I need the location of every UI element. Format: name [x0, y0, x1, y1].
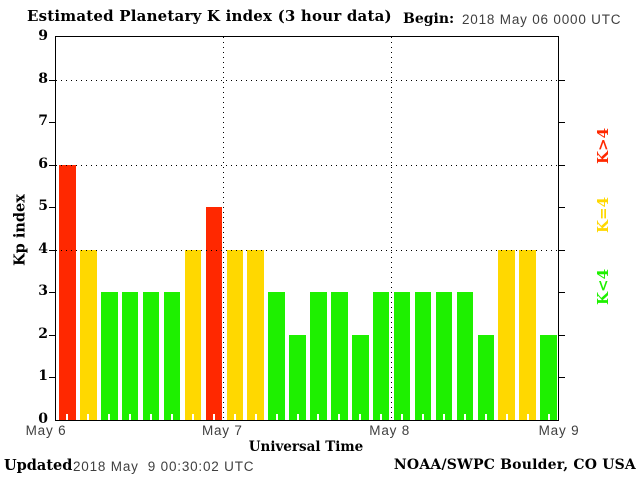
kp-bar: [498, 249, 515, 420]
y-tick-label: 1: [38, 368, 48, 385]
hour-tick-notch: [422, 414, 425, 420]
y-tick-right: [559, 122, 565, 124]
hour-tick-notch: [66, 414, 69, 420]
kp-bar: [80, 249, 97, 420]
hour-tick-notch: [359, 414, 362, 420]
kp-bar: [456, 292, 474, 420]
y-tick-label: 7: [38, 113, 48, 130]
kp-bar: [393, 292, 411, 420]
y-tick-left: [49, 377, 55, 379]
hour-tick-notch: [317, 414, 320, 420]
gridline-y-6: [56, 164, 558, 166]
kp-bar: [331, 292, 348, 420]
kp-bar: [101, 292, 118, 420]
hour-tick-notch: [150, 414, 153, 420]
x-tick-label: May 7: [201, 423, 243, 438]
y-tick-left: [49, 79, 55, 81]
y-tick-right: [559, 334, 565, 336]
x-tick-label: May 6: [25, 423, 67, 438]
kp-bar: [477, 334, 495, 420]
kp-bar: [289, 334, 306, 420]
legend-item-high: K>4: [594, 127, 612, 165]
gridline-day-1: [223, 37, 225, 420]
kp-bar: [142, 292, 160, 420]
hour-tick-notch: [380, 414, 383, 420]
hour-tick-notch: [191, 414, 194, 420]
kp-bar: [268, 292, 285, 420]
kp-bar: [310, 292, 327, 420]
kp-bar: [205, 207, 223, 420]
kp-bar: [414, 292, 432, 420]
y-tick-left: [49, 164, 55, 166]
hour-tick-notch: [484, 414, 487, 420]
y-tick-left: [49, 249, 55, 251]
x-tick-label: May 8: [369, 423, 411, 438]
y-tick-label: 3: [38, 283, 48, 300]
hour-tick-notch: [505, 414, 508, 420]
y-tick-right: [559, 249, 565, 251]
chart-title: Estimated Planetary K index (3 hour data…: [27, 7, 392, 25]
kp-bar: [163, 292, 181, 420]
hour-tick-notch: [463, 414, 466, 420]
kp-bar: [352, 334, 369, 420]
y-tick-label: 0: [38, 411, 48, 427]
y-tick-label: 6: [38, 155, 48, 172]
hour-tick-notch: [401, 414, 404, 420]
hour-tick-notch: [338, 414, 341, 420]
y-tick-right: [559, 164, 565, 166]
y-tick-right: [559, 292, 565, 294]
gridline-day-2: [390, 37, 392, 420]
begin-value: 2018 May 06 0000 UTC: [462, 12, 622, 27]
hour-tick-notch: [526, 414, 529, 420]
y-tick-right: [559, 207, 565, 209]
hour-tick-notch: [296, 414, 299, 420]
y-tick-label: 2: [38, 325, 48, 342]
kp-bar: [121, 292, 139, 420]
legend-item-low: K<4: [594, 268, 612, 306]
kp-bar: [59, 164, 76, 420]
hour-tick-notch: [275, 414, 278, 420]
hour-tick-notch: [254, 414, 257, 420]
updated-timestamp: 2018 May 9 00:30:02 UTC: [73, 459, 255, 474]
hour-tick-notch: [233, 414, 236, 420]
x-tick-label: May 9: [538, 423, 580, 438]
y-tick-label: 9: [38, 28, 48, 44]
kp-bar: [247, 249, 264, 420]
y-tick-label: 8: [38, 70, 48, 87]
hour-tick-notch: [87, 414, 90, 420]
y-tick-right: [559, 79, 565, 81]
y-tick-right: [559, 377, 565, 379]
credit-text: NOAA/SWPC Boulder, CO USA: [393, 457, 636, 473]
hour-tick-notch: [442, 414, 445, 420]
begin-label: Begin:: [403, 11, 455, 27]
x-axis-label: Universal Time: [248, 439, 364, 455]
y-axis-label: Kp index: [11, 194, 29, 266]
y-tick-left: [49, 122, 55, 124]
kp-bar: [540, 334, 557, 420]
kp-bar: [372, 292, 390, 420]
hour-tick-notch: [171, 414, 174, 420]
kp-bar: [184, 249, 202, 420]
hour-tick-notch: [547, 414, 550, 420]
hour-tick-notch: [108, 414, 111, 420]
hour-tick-notch: [212, 414, 215, 420]
gridline-y-8: [56, 79, 558, 81]
kp-bar: [435, 292, 453, 420]
hour-tick-notch: [129, 414, 132, 420]
kp-bar: [519, 249, 536, 420]
kp-bar: [226, 249, 244, 420]
y-tick-left: [49, 334, 55, 336]
updated-label: Updated: [4, 457, 73, 474]
y-tick-left: [49, 292, 55, 294]
y-tick-label: 5: [38, 198, 48, 215]
gridline-y-4: [56, 249, 558, 251]
y-tick-label: 4: [38, 240, 48, 257]
y-tick-left: [49, 207, 55, 209]
legend-item-mid: K=4: [594, 196, 612, 234]
plot-area: [49, 36, 565, 421]
